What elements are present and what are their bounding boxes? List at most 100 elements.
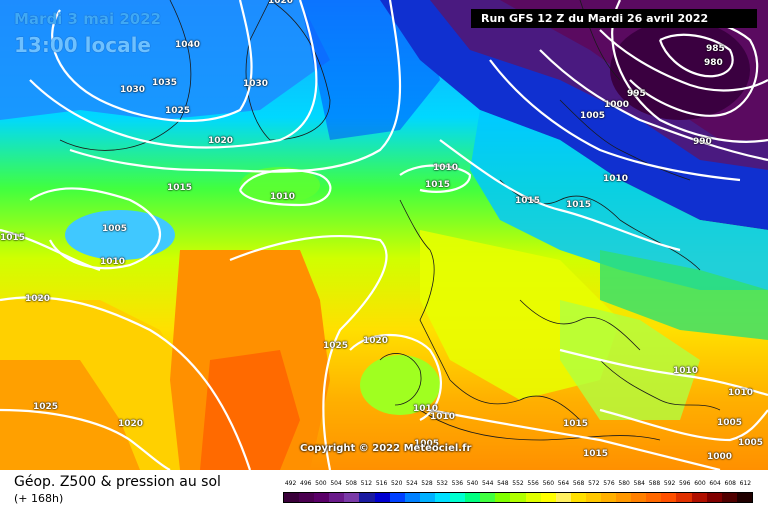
isobar-label: 1005: [580, 111, 606, 121]
color-scale-swatch: [434, 493, 451, 502]
isobar-label: 1010: [413, 404, 439, 414]
isobar-label: 990: [693, 137, 712, 147]
isobar-label: 1020: [363, 336, 389, 346]
color-scale-swatch: [329, 493, 345, 502]
color-scale-tick-label: 496: [300, 480, 312, 487]
isobar-label: 1015: [563, 419, 589, 429]
isobar-label: 1015: [515, 196, 541, 206]
color-scale-swatch: [374, 493, 390, 502]
color-scale-swatch: [359, 493, 375, 502]
color-scale-swatch: [525, 493, 541, 502]
color-scale-tick-label: 588: [648, 480, 661, 487]
isobar-label: 1040: [175, 40, 201, 50]
isobar-label: 1005: [102, 224, 128, 234]
color-scale-swatch: [344, 493, 360, 502]
color-scale-tick-label: 520: [390, 480, 403, 487]
color-scale-tick-label: 516: [375, 480, 388, 487]
color-scale-swatch: [419, 493, 435, 502]
forecast-date-label: Mardi 3 mai 2022: [14, 10, 162, 28]
color-scale-swatch: [646, 493, 662, 502]
color-scale-tick-label: 612: [739, 480, 752, 487]
weather-map: Mardi 3 mai 2022 13:00 locale Run GFS 12…: [0, 0, 768, 470]
color-scale-swatch: [631, 493, 647, 502]
isobar-label: 1020: [118, 419, 144, 429]
color-scale-swatch: [299, 493, 315, 502]
color-scale-swatch: [404, 493, 420, 502]
isobar-label: 1020: [268, 0, 294, 6]
isobar-label: 995: [627, 89, 646, 99]
color-scale-tick-label: 508: [345, 480, 357, 487]
isobar-label: 1005: [738, 438, 764, 448]
isobar-label: 1010: [433, 163, 459, 173]
color-scale-swatch: [555, 493, 571, 502]
color-scale-tick-label: 576: [603, 480, 615, 487]
isobar-label: 1015: [0, 233, 26, 243]
isobar-label: 1010: [430, 412, 456, 422]
isobar-label: 1025: [165, 106, 191, 116]
isobar-label: 1005: [414, 439, 440, 449]
color-scale-swatch: [600, 493, 617, 502]
color-scale-swatch: [540, 493, 556, 502]
color-scale-tick-label: 540: [466, 480, 479, 487]
color-scale-tick-label: 532: [436, 480, 448, 487]
isobar-label: 1010: [673, 366, 699, 376]
color-scale-swatch: [314, 493, 330, 502]
color-scale-swatch: [661, 493, 677, 502]
color-scale-swatch: [616, 493, 632, 502]
isobar-label: 1000: [707, 452, 733, 462]
color-scale-swatch: [480, 493, 496, 502]
isobar-label: 1015: [425, 180, 451, 190]
color-scale-swatch: [465, 493, 481, 502]
forecast-time-label: 13:00 locale: [14, 33, 151, 57]
color-scale-swatch: [721, 493, 737, 502]
color-scale-swatch: [495, 493, 511, 502]
isobar-lines: [0, 0, 768, 470]
color-scale-swatch: [676, 493, 692, 502]
color-scale-tick-label: 572: [588, 480, 600, 487]
color-scale-swatch: [570, 493, 586, 502]
isobar-label: 1020: [25, 294, 51, 304]
color-scale-tick-label: 524: [406, 480, 418, 487]
color-scale-tick-label: 500: [315, 480, 327, 487]
color-scale-swatch: [691, 493, 707, 502]
isobar-label: 1010: [270, 192, 296, 202]
color-scale-tick-label: 544: [481, 480, 494, 487]
isobar-label: 1035: [152, 78, 178, 88]
isobar-label: 1025: [323, 341, 349, 351]
model-run-label: Run GFS 12 Z du Mardi 26 avril 2022: [471, 9, 757, 28]
color-scale-tick-label: 548: [497, 480, 509, 487]
color-scale-tick-label: 592: [663, 480, 676, 487]
color-scale-tick-label: 604: [709, 480, 721, 487]
color-scale-swatch: [389, 493, 405, 502]
color-scale-tick-label: 608: [724, 480, 736, 487]
color-scale-tick-label: 492: [284, 480, 297, 487]
color-scale-tick-label: 528: [421, 480, 433, 487]
color-scale-swatch: [706, 493, 722, 502]
isobar-label: 1015: [583, 449, 609, 459]
isobar-label: 1025: [33, 402, 59, 412]
color-scale-swatch: [510, 493, 526, 502]
color-scale-bar: [283, 492, 753, 503]
color-scale-swatch: [585, 493, 601, 502]
isobar-label: 1010: [728, 388, 754, 398]
isobar-label: 1030: [120, 85, 146, 95]
color-scale-tick-label: 556: [527, 480, 539, 487]
color-scale-swatch: [450, 493, 466, 502]
isobar-label: 1005: [717, 418, 743, 428]
color-scale-swatch: [284, 493, 300, 502]
isobar-label: 985: [706, 44, 725, 54]
color-scale-tick-label: 580: [618, 480, 630, 487]
isobar-label: 1030: [243, 79, 269, 89]
color-scale-labels: 492 496 500 504 508 512 516 520 524 528 532 536 540 5…: [283, 480, 753, 490]
isobar-label: 1010: [603, 174, 629, 184]
color-scale-tick-label: 584: [633, 480, 645, 487]
map-title: Géop. Z500 & pression au sol: [14, 474, 221, 490]
isobar-label: 1010: [100, 257, 126, 267]
footer: Géop. Z500 & pression au sol (+ 168h) 49…: [0, 470, 768, 512]
color-scale-tick-label: 552: [512, 480, 524, 487]
map-subtitle: (+ 168h): [14, 492, 64, 505]
isobar-label: 1000: [604, 100, 630, 110]
color-scale-tick-label: 564: [557, 480, 570, 487]
isobar-label: 980: [704, 58, 723, 68]
isobar-label: 1015: [566, 200, 592, 210]
